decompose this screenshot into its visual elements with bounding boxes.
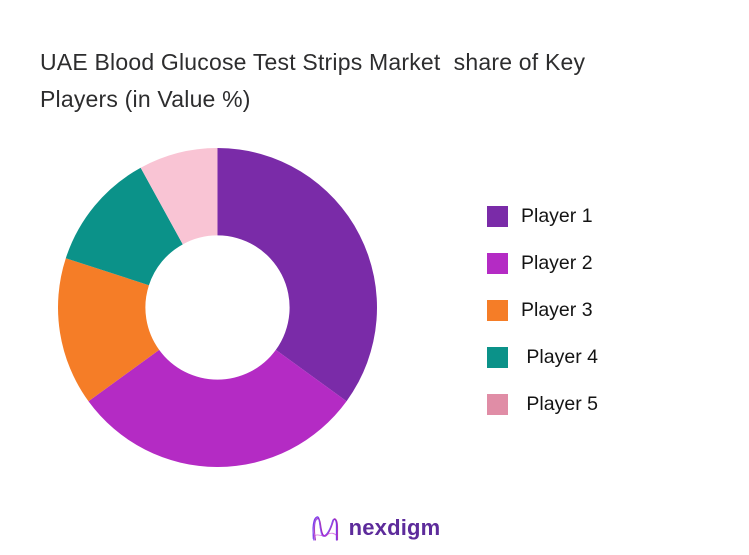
brand-footer: nexdigm xyxy=(0,508,749,548)
donut-slice-player-3 xyxy=(58,258,160,402)
legend-label: Player 1 xyxy=(521,205,593,227)
donut-chart-svg xyxy=(58,148,378,468)
chart-title-line-1: UAE Blood Glucose Test Strips Market sha… xyxy=(40,49,586,75)
donut-chart xyxy=(58,148,378,468)
legend-item-player-3: Player 3 xyxy=(487,299,598,321)
legend-item-player-1: Player 1 xyxy=(487,205,598,227)
legend-label: Player 3 xyxy=(521,299,593,321)
legend: Player 1 Player 2 Player 3 Player 4 Play… xyxy=(487,205,598,441)
legend-label: Player 4 xyxy=(521,346,598,368)
donut-slice-player-2 xyxy=(88,349,347,468)
chart-title: UAE Blood Glucose Test Strips Market sha… xyxy=(40,44,730,118)
legend-label: Player 5 xyxy=(521,393,598,415)
nexdigm-logo-icon xyxy=(311,516,338,541)
legend-item-player-4: Player 4 xyxy=(487,346,598,368)
legend-swatch-player-3 xyxy=(487,300,508,321)
donut-slice-player-5 xyxy=(140,148,218,245)
legend-swatch-player-1 xyxy=(487,206,508,227)
donut-slice-player-4 xyxy=(65,167,183,286)
legend-swatch-player-4 xyxy=(487,347,508,368)
legend-label: Player 2 xyxy=(521,252,593,274)
legend-swatch-player-5 xyxy=(487,394,508,415)
legend-item-player-5: Player 5 xyxy=(487,393,598,415)
legend-swatch-player-2 xyxy=(487,253,508,274)
donut-slice-player-1 xyxy=(217,148,378,402)
chart-title-line-2: Players (in Value %) xyxy=(40,86,251,112)
brand-name: nexdigm xyxy=(348,515,441,540)
legend-item-player-2: Player 2 xyxy=(487,252,598,274)
